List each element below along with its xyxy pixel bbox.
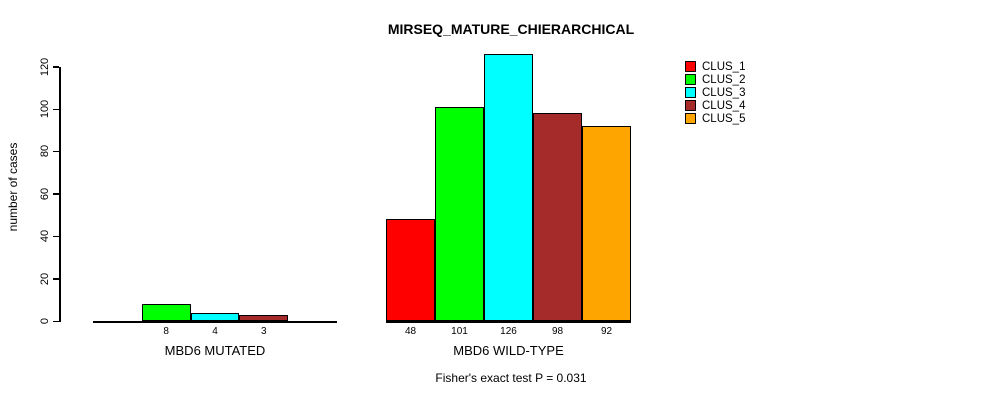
- bar-value-label: 48: [404, 326, 417, 337]
- category-label: MBD6 MUTATED: [164, 343, 266, 358]
- bar-value-label: 3: [261, 326, 267, 337]
- y-tick-label: 40: [39, 230, 51, 243]
- y-tick-mark: [53, 278, 59, 280]
- y-tick-label: 100: [39, 99, 51, 119]
- y-axis: [59, 67, 61, 322]
- x-axis-baseline: [93, 321, 337, 323]
- legend-entry: CLUS_1: [685, 60, 745, 73]
- y-tick-mark: [53, 235, 59, 238]
- bar-value-label: 92: [600, 326, 613, 337]
- y-tick-label: 20: [39, 272, 51, 285]
- legend-entry: CLUS_5: [685, 112, 745, 125]
- y-tick-mark: [53, 193, 59, 195]
- legend-label: CLUS_3: [702, 86, 746, 99]
- bar-value-label: 8: [163, 326, 169, 337]
- y-tick-mark: [53, 108, 59, 110]
- legend-label: CLUS_5: [702, 112, 746, 125]
- legend-label: CLUS_4: [702, 99, 746, 112]
- y-tick-label: 0: [39, 317, 51, 325]
- legend-swatch-icon: [685, 113, 696, 124]
- legend-swatch-icon: [685, 87, 696, 98]
- legend-entry: CLUS_3: [685, 86, 745, 99]
- bar-CLUS_5: [582, 125, 631, 321]
- y-axis-label: number of cases: [6, 142, 20, 232]
- bar-value-label: 98: [551, 326, 564, 337]
- bar-CLUS_3: [484, 53, 533, 321]
- legend: CLUS_1 CLUS_2 CLUS_3 CLUS_4 CLUS_5: [685, 60, 745, 125]
- x-axis-baseline: [386, 321, 631, 323]
- legend-entry: CLUS_2: [685, 73, 745, 86]
- annotation-text: Fisher's exact test P = 0.031: [435, 371, 587, 385]
- category-label: MBD6 WILD-TYPE: [453, 343, 564, 358]
- legend-swatch-icon: [685, 74, 696, 85]
- bar-value-label: 4: [212, 326, 218, 337]
- bar-CLUS_4: [239, 314, 289, 321]
- y-tick-mark: [53, 320, 59, 322]
- legend-swatch-icon: [685, 61, 696, 72]
- y-tick-label: 120: [39, 57, 51, 76]
- legend-label: CLUS_1: [702, 60, 746, 73]
- bar-CLUS_2: [141, 304, 191, 321]
- bar-value-label: 126: [500, 326, 517, 337]
- legend-entry: CLUS_4: [685, 99, 745, 112]
- bar-CLUS_4: [533, 113, 582, 321]
- bar-value-label: 101: [451, 326, 468, 337]
- y-tick-mark: [53, 150, 59, 153]
- y-tick-label: 80: [39, 145, 51, 158]
- bar-CLUS_1: [386, 219, 435, 321]
- y-tick-label: 60: [39, 187, 51, 200]
- bar-CLUS_3: [190, 312, 240, 321]
- chart-title: MIRSEQ_MATURE_CHIERARCHICAL: [387, 21, 635, 37]
- legend-label: CLUS_2: [702, 73, 746, 86]
- y-tick-mark: [53, 66, 59, 68]
- legend-swatch-icon: [685, 100, 696, 111]
- bar-CLUS_2: [435, 106, 484, 321]
